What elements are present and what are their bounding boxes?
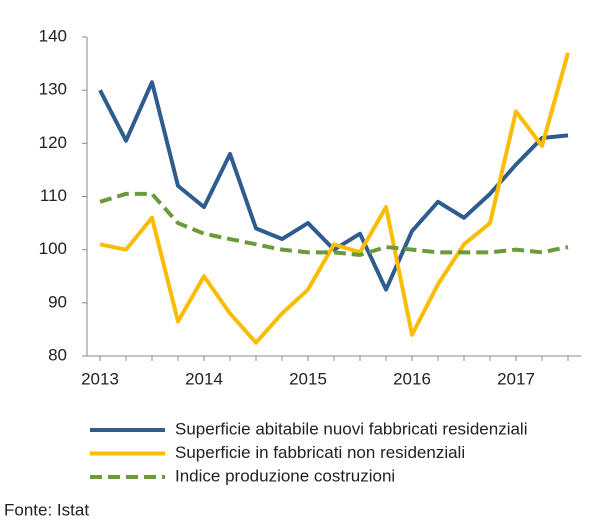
source-note: Fonte: Istat — [4, 500, 89, 519]
legend-label: Superficie in fabbricati non residenzial… — [175, 443, 465, 462]
y-tick-label: 140 — [39, 26, 67, 45]
legend-label: Superficie abitabile nuovi fabbricati re… — [175, 419, 527, 438]
x-tick-label: 2017 — [497, 369, 535, 388]
x-tick-label: 2014 — [185, 369, 223, 388]
series-line — [99, 52, 570, 345]
series-line — [98, 80, 569, 292]
y-tick-label: 100 — [39, 239, 67, 258]
x-tick-label: 2013 — [81, 369, 119, 388]
y-tick-label: 90 — [48, 292, 67, 311]
y-tick-label: 120 — [39, 133, 67, 152]
y-tick-label: 130 — [39, 80, 67, 99]
y-tick-label: 80 — [48, 345, 67, 364]
x-tick-label: 2015 — [289, 369, 327, 388]
series-line — [99, 191, 569, 257]
x-tick-label: 2016 — [393, 369, 431, 388]
y-tick-label: 110 — [40, 186, 67, 205]
legend-label: Indice produzione costruzioni — [175, 466, 395, 485]
